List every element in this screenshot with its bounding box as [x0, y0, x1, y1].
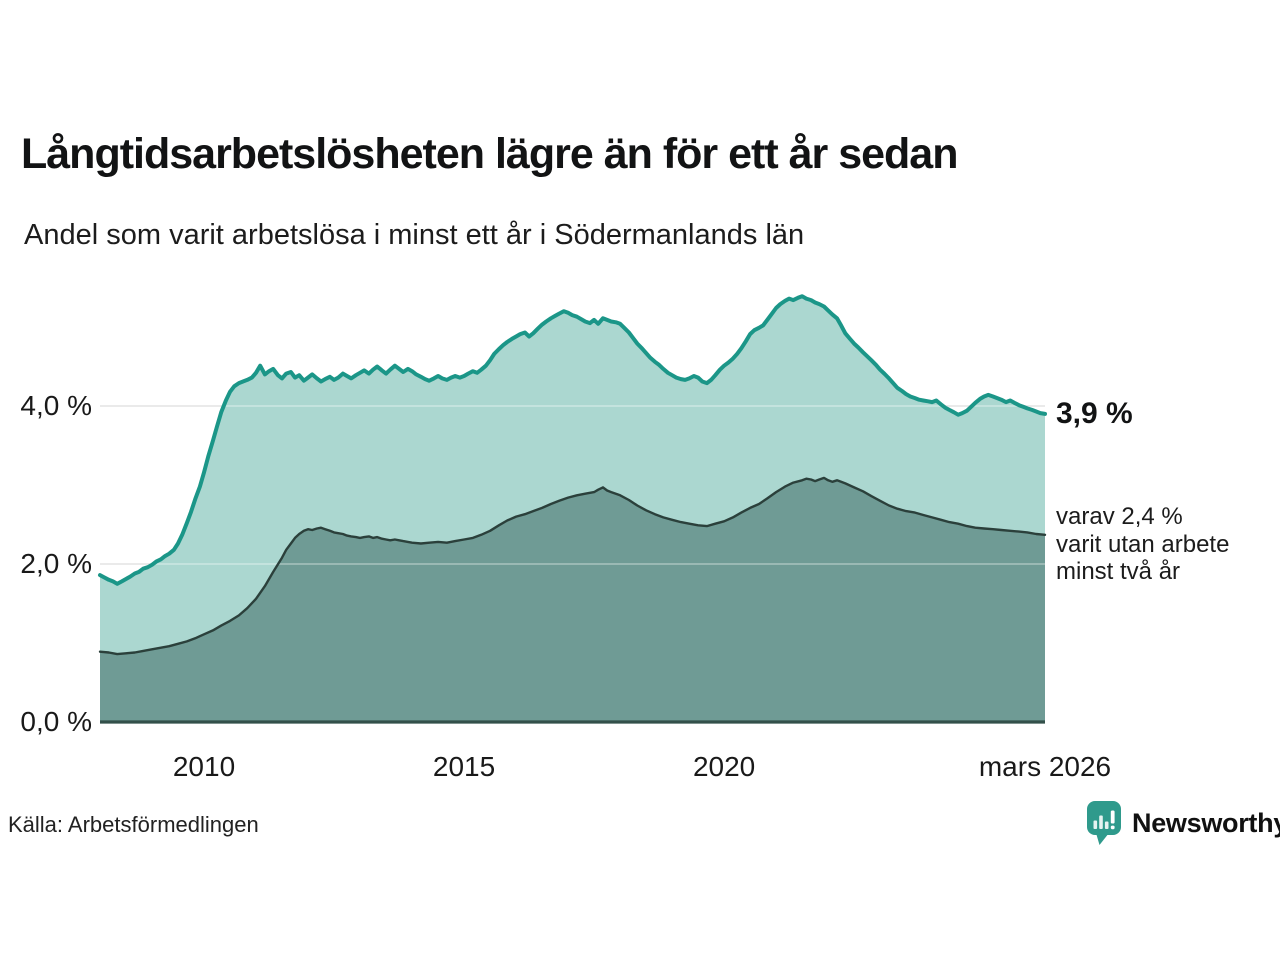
brand-name: Newsworthy [1132, 807, 1280, 838]
secondary-annotation-line-2: varit utan arbete [1056, 530, 1230, 558]
series-two-years-line [98, 476, 1047, 656]
brand-logo: Newsworthy [1086, 800, 1280, 846]
y-axis-tick-label: 2,0 % [20, 548, 92, 579]
x-axis-tick-label: 2010 [172, 751, 236, 782]
source-label: Källa: Arbetsförmedlingen [8, 812, 259, 837]
series-total-line [98, 294, 1047, 586]
y-axis-tick-label: 0,0 % [20, 706, 92, 737]
series-two-years-area [100, 477, 1045, 722]
x-axis-tick-label: mars 2026 [978, 751, 1112, 782]
secondary-annotation-line-3: minst två år [1056, 558, 1181, 585]
secondary-annotation-line-1: varav 2,4 % [1056, 503, 1183, 530]
latest-value-label: 3,9 % [1056, 396, 1133, 430]
x-axis-tick-label: 2015 [432, 751, 496, 782]
page-title: Långtidsarbetslösheten lägre än för ett … [21, 130, 958, 178]
x-axis-tick-label: 2020 [692, 751, 756, 782]
y-axis-tick-label: 4,0 % [20, 390, 92, 421]
secondary-annotation: varav 2,4 % varit utan arbete minst två … [1056, 503, 1229, 586]
newsworthy-pin-icon [1087, 801, 1121, 845]
chart-subtitle: Andel som varit arbetslösa i minst ett å… [24, 219, 805, 251]
